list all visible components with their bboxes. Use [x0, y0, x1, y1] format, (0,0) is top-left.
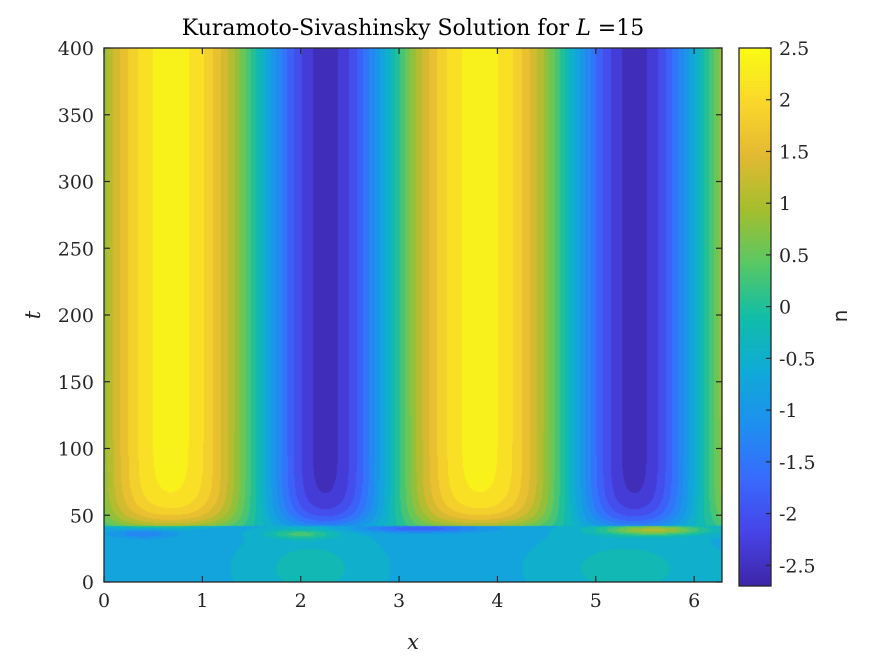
x-tick-label: 5 — [590, 590, 602, 612]
x-tick-label: 6 — [688, 590, 700, 612]
colorbar-gradient — [739, 48, 771, 586]
title-prefix: Kuramoto-Sivashinsky Solution for — [182, 16, 576, 41]
x-axis-label: x — [407, 630, 419, 654]
colorbar-tick-label: 2.5 — [779, 38, 809, 60]
y-tick-label: 250 — [58, 238, 94, 260]
colorbar-label: u — [831, 310, 855, 323]
y-tick-label: 100 — [58, 439, 94, 461]
x-tick-label: 0 — [98, 590, 110, 612]
x-tick-label: 4 — [491, 590, 503, 612]
heatmap-field — [104, 48, 722, 582]
y-tick-label: 350 — [58, 105, 94, 127]
chart-title: Kuramoto-Sivashinsky Solution for L =15 — [182, 16, 644, 41]
y-tick-label: 300 — [58, 172, 94, 194]
y-tick-label: 150 — [58, 372, 94, 394]
colorbar-tick-label: 2 — [779, 90, 791, 112]
plot-area: 0 1 2 3 4 5 6 0 50 100 150 200 250 300 350 400 — [58, 38, 723, 612]
y-axis-label: t — [21, 310, 45, 319]
colorbar-tick-label: -2 — [779, 504, 798, 526]
x-tick-label: 3 — [393, 590, 405, 612]
y-tick-label: 50 — [70, 505, 94, 527]
colorbar-tick-label: 0 — [779, 297, 791, 319]
colorbar-tick-label: -1.5 — [779, 452, 816, 474]
colorbar-tick-label: -1 — [779, 400, 798, 422]
title-variable: L — [575, 16, 591, 41]
colorbar-tick-label: 0.5 — [779, 245, 809, 267]
y-axis: 0 50 100 150 200 250 300 350 400 — [58, 38, 722, 594]
colorbar-tick-label: -0.5 — [779, 348, 816, 370]
y-tick-label: 0 — [82, 572, 94, 594]
x-axis: 0 1 2 3 4 5 6 — [98, 48, 700, 612]
y-tick-label: 200 — [58, 305, 94, 327]
colorbar-tick-label: 1 — [779, 193, 791, 215]
y-tick-label: 400 — [58, 38, 94, 60]
colorbar-frame — [738, 47, 772, 587]
x-tick-label: 1 — [196, 590, 208, 612]
title-suffix: =15 — [591, 16, 644, 41]
colorbar-tick-label: -2.5 — [779, 555, 816, 577]
colorbar-axis: -2.5 -2 -1.5 -1 -0.5 0 0.5 1 1.5 2 2.5 — [766, 38, 816, 577]
colorbar: -2.5 -2 -1.5 -1 -0.5 0 0.5 1 1.5 2 2.5 — [738, 38, 816, 587]
colorbar-tick-label: 1.5 — [779, 141, 809, 163]
x-tick-label: 2 — [295, 590, 307, 612]
